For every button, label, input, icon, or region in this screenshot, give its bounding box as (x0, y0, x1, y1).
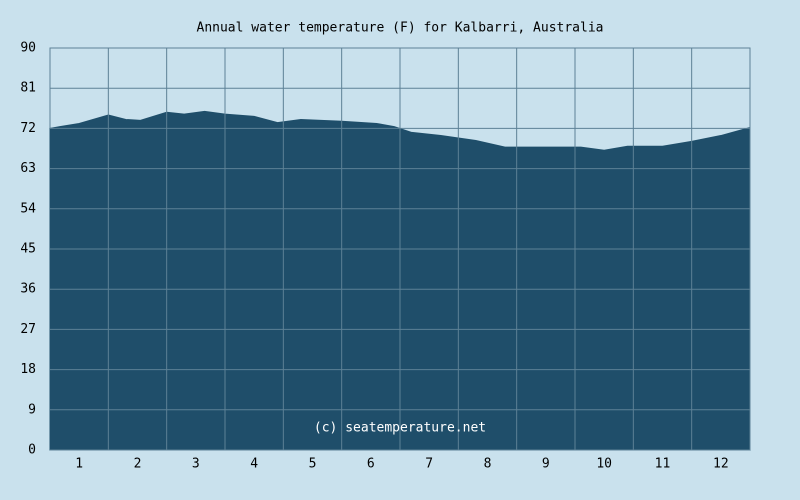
watermark: (c) seatemperature.net (314, 421, 486, 436)
x-tick-label: 5 (309, 457, 317, 472)
x-tick-label: 7 (425, 457, 433, 472)
chart-title: Annual water temperature (F) for Kalbarr… (197, 21, 604, 36)
x-tick-label: 9 (542, 457, 550, 472)
x-tick-label: 4 (250, 457, 258, 472)
y-tick-label: 45 (20, 242, 36, 257)
x-tick-label: 11 (655, 457, 671, 472)
x-tick-label: 10 (596, 457, 612, 472)
y-tick-label: 27 (20, 322, 36, 337)
y-tick-label: 54 (20, 201, 36, 216)
y-tick-label: 9 (28, 402, 36, 417)
y-tick-label: 81 (20, 81, 36, 96)
y-tick-label: 72 (20, 121, 36, 136)
x-tick-label: 1 (75, 457, 83, 472)
x-tick-label: 3 (192, 457, 200, 472)
y-tick-label: 63 (20, 161, 36, 176)
y-tick-label: 18 (20, 362, 36, 377)
y-tick-label: 90 (20, 41, 36, 56)
x-tick-label: 12 (713, 457, 729, 472)
x-tick-label: 8 (484, 457, 492, 472)
x-tick-label: 6 (367, 457, 375, 472)
x-tick-label: 2 (134, 457, 142, 472)
y-tick-label: 0 (28, 443, 36, 458)
y-tick-label: 36 (20, 282, 36, 297)
